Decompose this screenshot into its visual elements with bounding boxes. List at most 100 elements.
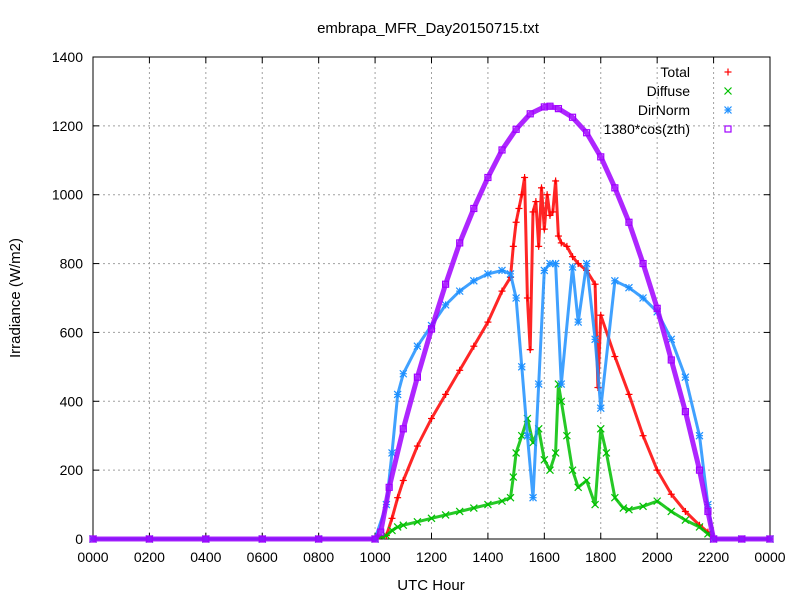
series-trace xyxy=(91,176,772,541)
data-point xyxy=(611,353,619,361)
data-point xyxy=(582,476,591,485)
data-point xyxy=(540,266,549,275)
data-point xyxy=(625,218,633,226)
data-point xyxy=(681,516,690,524)
legend-entry: Total xyxy=(660,64,732,80)
data-point xyxy=(483,269,492,278)
series-layer xyxy=(89,102,774,543)
x-tick-label: 2200 xyxy=(698,549,729,565)
data-point xyxy=(695,466,704,474)
data-point xyxy=(509,242,517,250)
data-point xyxy=(517,362,526,371)
data-point xyxy=(562,431,571,440)
data-point xyxy=(766,535,774,543)
data-point xyxy=(597,153,605,161)
legend-entry: 1380*cos(zth) xyxy=(604,121,732,137)
data-point xyxy=(557,397,566,406)
y-tick-label: 400 xyxy=(60,393,84,409)
data-point xyxy=(582,259,591,268)
data-point xyxy=(258,535,266,543)
data-point xyxy=(377,528,385,536)
x-tick-label: 1600 xyxy=(529,549,560,565)
x-tick-label: 2000 xyxy=(642,549,673,565)
data-point xyxy=(413,373,421,381)
x-tick-label: 0200 xyxy=(134,549,165,565)
data-point xyxy=(738,535,746,543)
data-point xyxy=(534,380,543,388)
data-point xyxy=(681,408,689,416)
data-point xyxy=(441,300,450,309)
data-point xyxy=(442,390,450,398)
data-point xyxy=(557,239,565,247)
data-point xyxy=(540,455,549,464)
data-point xyxy=(611,184,619,192)
data-point xyxy=(549,208,557,216)
data-point xyxy=(546,102,554,110)
data-point xyxy=(512,125,520,133)
data-point xyxy=(399,521,408,530)
y-tick-label: 200 xyxy=(60,462,84,478)
data-point xyxy=(393,523,402,531)
y-tick-label: 1200 xyxy=(52,118,83,134)
legend-marker xyxy=(724,87,732,95)
data-point xyxy=(529,493,537,502)
data-point xyxy=(529,208,537,216)
data-point xyxy=(554,232,562,240)
plot-border xyxy=(92,56,771,540)
data-point xyxy=(388,526,396,535)
data-point xyxy=(385,483,393,491)
data-point xyxy=(602,449,611,457)
data-point xyxy=(568,113,577,121)
data-point xyxy=(653,466,661,474)
data-point xyxy=(413,342,422,351)
legend-marker xyxy=(724,68,732,76)
data-point xyxy=(667,507,676,516)
x-tick-label: 0400 xyxy=(190,549,221,565)
y-tick-label: 1400 xyxy=(52,49,83,65)
data-point xyxy=(89,535,97,543)
data-point xyxy=(413,517,422,526)
data-point xyxy=(610,276,619,285)
data-point xyxy=(442,280,450,288)
data-point xyxy=(509,473,518,481)
tick-labels: 0000 0200 0400 0600 0800 1000 1200 1400 1600 1800… xyxy=(52,49,786,565)
data-point xyxy=(470,204,478,213)
legend-marker xyxy=(724,125,732,133)
data-point xyxy=(653,304,661,312)
data-point xyxy=(597,311,605,319)
series-trace xyxy=(90,103,773,542)
data-point xyxy=(551,449,560,457)
data-point xyxy=(512,218,520,226)
data-point xyxy=(639,502,647,511)
data-point xyxy=(569,253,577,261)
x-tick-label: 1000 xyxy=(360,549,391,565)
data-point xyxy=(484,318,492,326)
legend-entry: Diffuse xyxy=(647,83,732,99)
data-point xyxy=(667,335,676,344)
data-point xyxy=(483,500,492,509)
data-point xyxy=(512,449,521,457)
data-point xyxy=(518,191,526,199)
data-point xyxy=(469,504,478,512)
data-point xyxy=(455,507,464,516)
data-point xyxy=(695,431,704,440)
data-point xyxy=(591,335,600,344)
data-point xyxy=(427,325,436,333)
data-point xyxy=(498,497,506,506)
data-point xyxy=(413,442,421,450)
data-point xyxy=(515,204,523,212)
data-point xyxy=(428,415,435,422)
y-tick-label: 0 xyxy=(75,531,83,547)
data-point xyxy=(523,431,532,440)
legend-label: 1380*cos(zth) xyxy=(604,121,690,137)
chart-title: embrapa_MFR_Day20150715.txt xyxy=(317,20,540,37)
x-tick-label: 1400 xyxy=(472,549,503,565)
data-point xyxy=(399,369,408,378)
data-point xyxy=(393,390,402,399)
data-point xyxy=(653,497,662,506)
legend-entry: DirNorm xyxy=(638,102,732,118)
x-tick-label: 0800 xyxy=(303,549,334,565)
data-point xyxy=(427,514,436,523)
